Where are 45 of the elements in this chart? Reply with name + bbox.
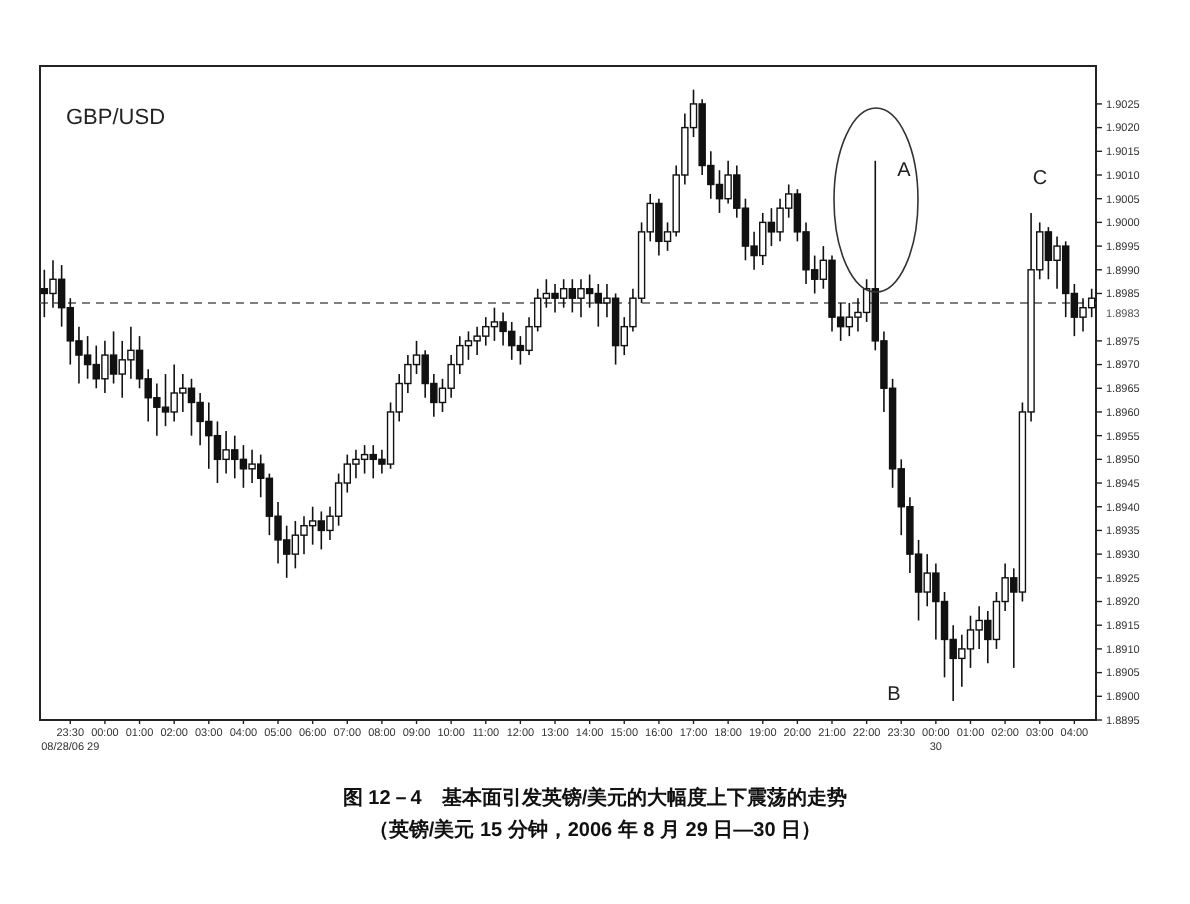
annotation: B: [887, 684, 902, 706]
candlestick: [352, 449, 360, 480]
candlestick: [161, 373, 170, 427]
candlestick: [49, 259, 57, 309]
candlestick: [551, 283, 559, 314]
candlestick: [490, 306, 499, 342]
candlestick: [594, 283, 603, 328]
text: （英镑/美元 15 分钟，2006 年 8 月 29 日—30 日）: [368, 818, 822, 842]
candlestick: [187, 377, 196, 437]
candlestick: [239, 444, 248, 489]
candlestick: [499, 311, 507, 347]
candlestick: [464, 330, 473, 361]
annotation: A: [897, 160, 912, 182]
text: 图 12－4 基本面引发英镑/美元的大幅度上下震荡的走势: [342, 786, 848, 810]
annotation: GBP/USD: [66, 106, 166, 130]
candlestick: [135, 335, 144, 390]
candlestick: [845, 302, 854, 337]
candlestick: [109, 330, 118, 385]
candlestick: [101, 340, 109, 394]
candlestick: [248, 449, 256, 484]
candlestick: [308, 505, 317, 546]
candlestick: [966, 614, 975, 669]
candlestick: [655, 197, 663, 257]
candlestick: [1079, 297, 1087, 333]
candlestick: [40, 268, 49, 318]
candlestick: [715, 169, 724, 214]
candlestick: [291, 520, 300, 570]
candlestick: [282, 524, 291, 579]
candlestick: [222, 430, 230, 475]
candlestick: [83, 335, 92, 380]
candlestick: [213, 420, 222, 484]
candlestick: [611, 292, 620, 366]
candlestick: [1053, 235, 1061, 290]
candlestick: [577, 278, 585, 318]
candlestick: [360, 444, 369, 475]
candlestick: [127, 325, 135, 380]
candlestick: [1044, 226, 1053, 281]
candlestick: [317, 510, 326, 551]
candlestick: [559, 278, 568, 309]
candlestick: [300, 515, 308, 555]
candlestick: [776, 197, 784, 243]
candlestick: [568, 278, 577, 314]
candlestick: [1061, 240, 1070, 318]
candlestick: [585, 273, 594, 309]
annotation: C: [1032, 168, 1048, 190]
